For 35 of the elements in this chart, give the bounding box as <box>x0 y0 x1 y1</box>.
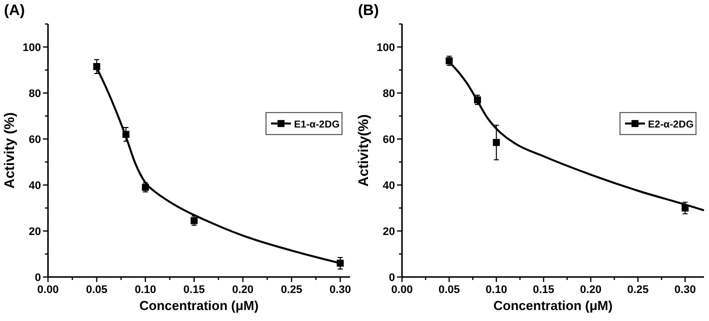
y-tick-label: 20 <box>28 226 41 238</box>
chart-title: (A) <box>4 2 25 19</box>
y-tick-label: 0 <box>34 272 41 284</box>
x-tick-label: 0.05 <box>86 284 108 296</box>
x-tick-label: 0.15 <box>532 284 554 296</box>
chart-title: (B) <box>358 2 379 19</box>
x-tick-label: 0.10 <box>134 284 156 296</box>
y-tick-label: 40 <box>28 180 41 192</box>
x-tick-label: 0.30 <box>674 284 696 296</box>
y-tick-label: 100 <box>22 42 41 54</box>
x-tick-label: 0.00 <box>391 284 413 296</box>
x-tick-label: 0.15 <box>183 284 205 296</box>
legend-label: E2-α-2DG <box>648 120 694 131</box>
y-tick-label: 0 <box>388 272 395 284</box>
y-tick-label: 40 <box>382 180 395 192</box>
y-tick-label: 100 <box>376 42 395 54</box>
point <box>492 138 500 146</box>
legend-label: E1-α-2DG <box>294 120 340 131</box>
x-tick-label: 0.00 <box>37 284 59 296</box>
y-tick-label: 60 <box>28 134 41 146</box>
x-tick-label: 0.25 <box>627 284 649 296</box>
y-axis-title: Activity (%) <box>1 112 17 189</box>
x-tick-label: 0.10 <box>486 284 508 296</box>
y-tick-label: 60 <box>382 134 395 146</box>
x-tick-label: 0.30 <box>330 284 351 296</box>
y-tick-label: 20 <box>382 226 395 238</box>
x-tick-label: 0.05 <box>438 284 460 296</box>
y-tick-label: 80 <box>28 88 41 100</box>
y-tick-label: 80 <box>382 88 395 100</box>
x-tick-label: 0.20 <box>232 284 254 296</box>
x-axis-title: Concentration (μM) <box>139 298 259 313</box>
x-axis-title: Concentration (μM) <box>493 298 613 313</box>
y-axis-title: Activity(%) <box>355 114 371 187</box>
x-tick-label: 0.20 <box>580 284 602 296</box>
x-tick-label: 0.25 <box>280 284 302 296</box>
